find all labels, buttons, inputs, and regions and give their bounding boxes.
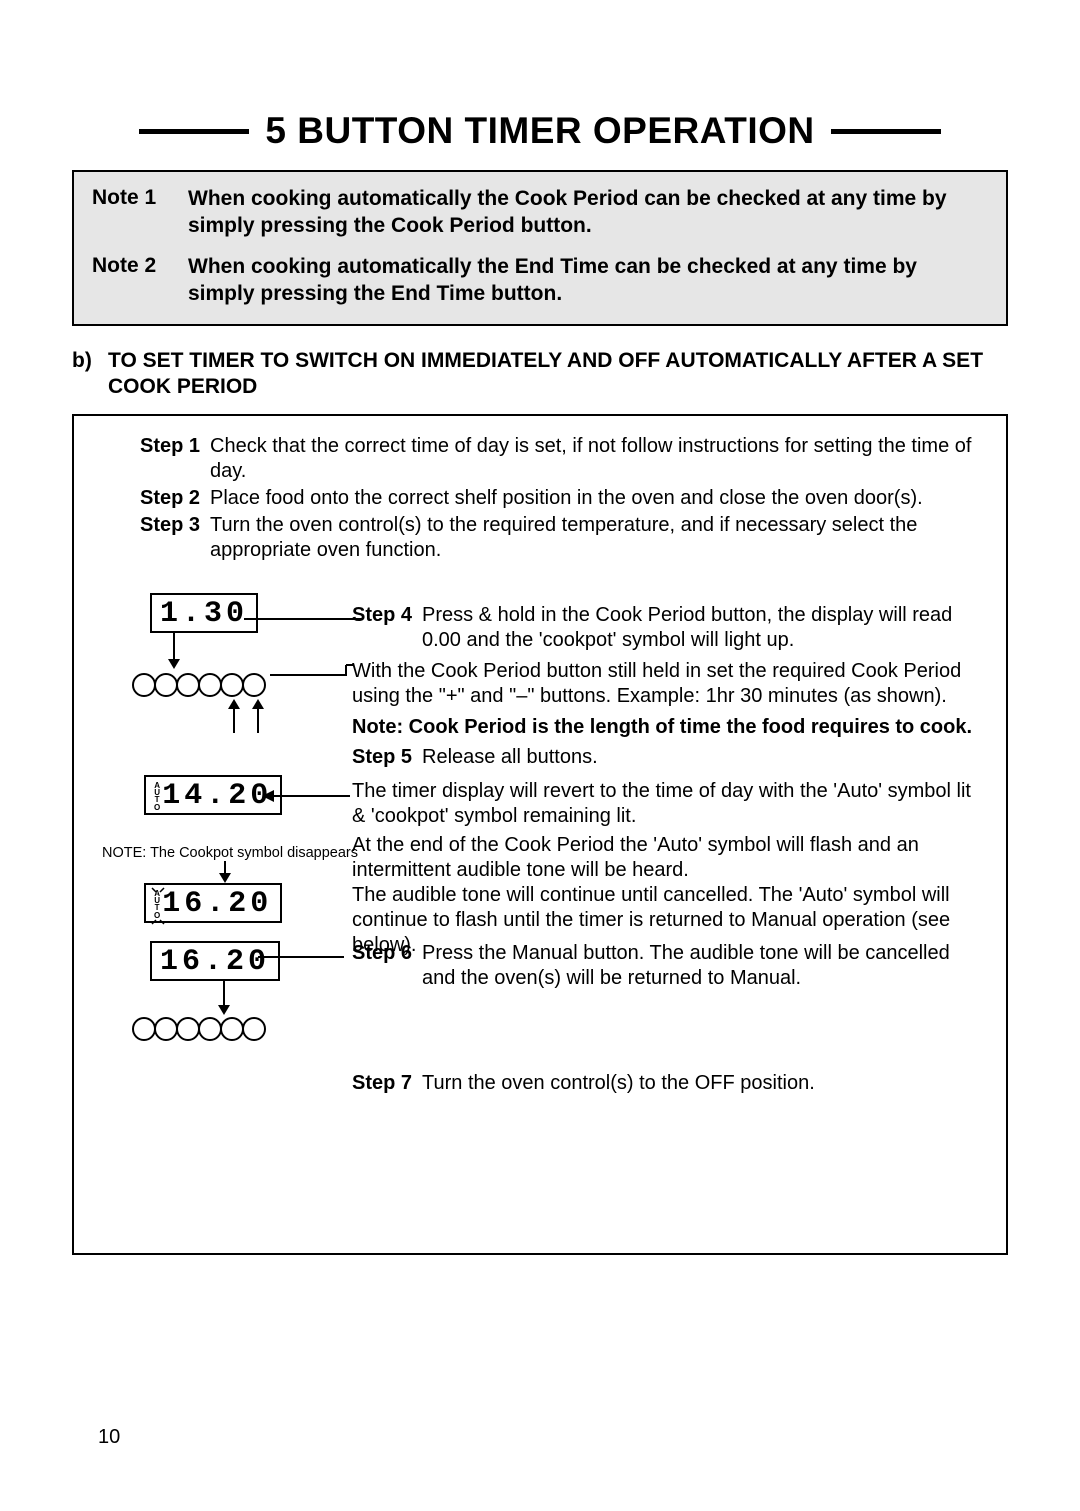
timer-button[interactable] xyxy=(198,1017,222,1041)
page-title: 5 BUTTON TIMER OPERATION xyxy=(249,110,830,152)
main-box: Step 1 Check that the correct time of da… xyxy=(72,414,1008,1255)
auto-indicator-flash: AUTO xyxy=(154,890,160,919)
button-row xyxy=(132,673,264,697)
step-text: Release all buttons. xyxy=(422,745,598,770)
step-text: Press & hold in the Cook Period button, … xyxy=(422,603,978,653)
arrow-down-icon xyxy=(218,861,232,883)
timer-button[interactable] xyxy=(154,673,178,697)
timer-button[interactable] xyxy=(132,673,156,697)
title-rule-left xyxy=(139,129,249,134)
step4b-text: With the Cook Period button still held i… xyxy=(352,659,978,709)
arrow-up-icon xyxy=(226,699,242,735)
note-row: Note 1 When cooking automatically the Co… xyxy=(92,186,988,240)
step-label: Step 3 xyxy=(140,513,210,563)
timer-button[interactable] xyxy=(176,1017,200,1041)
timer-button[interactable] xyxy=(220,1017,244,1041)
step-label: Step 4 xyxy=(352,603,422,653)
end-para1: At the end of the Cook Period the 'Auto'… xyxy=(352,833,978,883)
step-text: Press the Manual button. The audible ton… xyxy=(422,941,978,991)
diagram-area: 1.30 xyxy=(102,593,978,1213)
step-label: Step 6 xyxy=(352,941,422,991)
step-text: Turn the oven control(s) to the required… xyxy=(210,513,978,563)
step-label: Step 2 xyxy=(140,486,210,511)
timer-button[interactable] xyxy=(198,673,222,697)
step4-note: Note: Cook Period is the length of time … xyxy=(352,715,972,740)
leader-hook xyxy=(270,665,354,689)
auto-indicator: AUTO xyxy=(154,782,160,811)
title-rule-right xyxy=(831,129,941,134)
section-letter: b) xyxy=(72,348,108,401)
timer-button[interactable] xyxy=(242,673,266,697)
page: 5 BUTTON TIMER OPERATION Note 1 When coo… xyxy=(0,0,1080,1295)
page-number: 10 xyxy=(98,1426,120,1449)
arrow-up-icon xyxy=(250,699,266,735)
step-label: Step 5 xyxy=(352,745,422,770)
leader-line xyxy=(258,949,354,969)
lcd-display-3: AUTO 16.20 xyxy=(144,883,282,923)
section-heading: b) TO SET TIMER TO SWITCH ON IMMEDIATELY… xyxy=(72,348,1008,401)
lcd-value: 16.20 xyxy=(160,945,270,979)
step-row: Step 2 Place food onto the correct shelf… xyxy=(140,486,978,511)
step-text: Place food onto the correct shelf positi… xyxy=(210,486,978,511)
flash-icon xyxy=(150,886,168,926)
lcd-value: 16.20 xyxy=(162,887,272,921)
timer-button[interactable] xyxy=(176,673,200,697)
title-row: 5 BUTTON TIMER OPERATION xyxy=(72,110,1008,152)
step-text: Turn the oven control(s) to the OFF posi… xyxy=(422,1071,815,1096)
timer-button[interactable] xyxy=(132,1017,156,1041)
step-label: Step 1 xyxy=(140,434,210,484)
arrow-left-icon xyxy=(262,789,352,803)
note-row: Note 2 When cooking automatically the En… xyxy=(92,254,988,308)
arrow-down-icon xyxy=(166,631,182,671)
cookpot-note: NOTE: The Cookpot symbol disappears xyxy=(102,845,358,861)
timer-button[interactable] xyxy=(154,1017,178,1041)
button-row xyxy=(132,1017,264,1041)
timer-button[interactable] xyxy=(242,1017,266,1041)
step4-block: Step 4 Press & hold in the Cook Period b… xyxy=(352,603,978,653)
step5b-text: The timer display will revert to the tim… xyxy=(352,779,978,829)
top-steps: Step 1 Check that the correct time of da… xyxy=(140,434,978,563)
leader-hook xyxy=(324,613,354,633)
lcd-value: 14.20 xyxy=(162,779,272,813)
step7-block: Step 7 Turn the oven control(s) to the O… xyxy=(352,1071,815,1096)
note-text: When cooking automatically the End Time … xyxy=(188,254,988,308)
step-text: Check that the correct time of day is se… xyxy=(210,434,978,484)
step-row: Step 1 Check that the correct time of da… xyxy=(140,434,978,484)
step-row: Step 3 Turn the oven control(s) to the r… xyxy=(140,513,978,563)
note-text: When cooking automatically the Cook Peri… xyxy=(188,186,988,240)
step5-block: Step 5 Release all buttons. xyxy=(352,745,598,770)
arrow-down-icon xyxy=(216,981,232,1017)
note-label: Note 2 xyxy=(92,254,188,308)
step6-block: Step 6 Press the Manual button. The audi… xyxy=(352,941,978,991)
notes-box: Note 1 When cooking automatically the Co… xyxy=(72,170,1008,326)
timer-button[interactable] xyxy=(220,673,244,697)
lcd-display-1: 1.30 xyxy=(150,593,258,633)
section-title: TO SET TIMER TO SWITCH ON IMMEDIATELY AN… xyxy=(108,348,1008,401)
note-label: Note 1 xyxy=(92,186,188,240)
lcd-value: 1.30 xyxy=(160,597,248,631)
step-label: Step 7 xyxy=(352,1071,422,1096)
